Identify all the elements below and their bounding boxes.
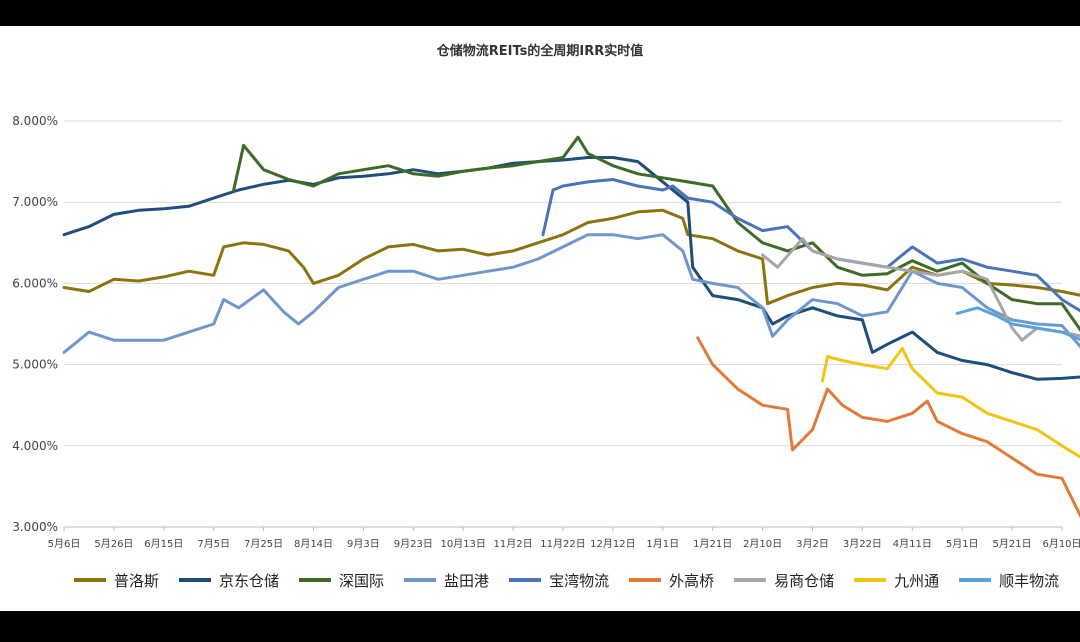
x-tick-label: 8月14日 [294,538,333,550]
legend-item-5: 外高桥 [629,570,714,591]
x-tick-label: 11月2日 [494,538,533,550]
x-tick-label: 9月3日 [347,538,380,550]
y-tick-label: 8.000% [12,114,58,128]
legend-item-2: 深国际 [299,570,384,591]
x-tick-label: 2月10日 [743,538,782,550]
legend-swatch [509,578,542,582]
x-tick-label: 12月12日 [590,538,635,550]
legend-swatch [299,578,332,582]
legend-label: 九州通 [894,571,940,590]
x-tick-label: 7月5日 [197,538,230,550]
legend-item-0: 普洛斯 [74,570,159,591]
x-tick-label: 3月2日 [796,538,829,550]
series-line-2 [232,135,1080,332]
series-line-0 [62,208,1080,306]
series-line-1 [62,156,1080,381]
legend-label: 京东仓储 [219,571,280,590]
legend-item-8: 顺丰物流 [959,570,1059,591]
legend-item-3: 盐田港 [404,570,489,591]
x-tick-label: 7月25日 [244,538,283,550]
x-tick-label: 3月22日 [843,538,882,550]
x-tick-label: 5月1日 [946,538,979,550]
legend-item-6: 易商仓储 [734,570,834,591]
series-line-3 [62,233,1080,354]
y-tick-label: 3.000% [12,520,58,534]
x-tick-label: 5月6日 [48,538,81,550]
chart-title: 仓储物流REITs的全周期IRR实时值 [436,44,644,59]
legend-item-4: 宝湾物流 [509,570,609,591]
series-line-5 [696,336,1080,519]
x-tick-label: 5月26日 [94,538,133,550]
legend-label: 易商仓储 [774,571,835,590]
line-chart: 3.000% 4.000% 5.000% 6.000% 7.000% 8.000% 5月6日… [12,114,1080,550]
legend-item-1: 京东仓储 [179,570,279,591]
legend-label: 外高桥 [669,571,715,590]
legend-swatch [179,578,212,582]
legend-swatch [629,578,662,582]
legend-swatch [404,578,437,582]
legend-label: 顺丰物流 [999,571,1060,590]
legend-label: 盐田港 [444,571,490,590]
y-tick-label: 5.000% [12,358,58,372]
x-tick-label: 5月21日 [993,538,1032,550]
y-tick-label: 6.000% [12,276,58,290]
y-tick-label: 4.000% [12,439,58,453]
series-line-8 [955,306,1080,342]
legend-swatch [854,578,887,582]
x-tick-label: 1月1日 [646,538,679,550]
legend-label: 宝湾物流 [549,571,610,590]
chart-canvas: 仓储物流REITs的全周期IRR实时值 3.000% 4.000% 5.000% 6.… [0,26,1080,611]
x-tick-label: 1月21日 [693,538,732,550]
chart-legend: 普洛斯 京东仓储 深国际 盐田港 宝湾物流 外高桥 易商仓储 九州通 顺丰物流 [74,570,1079,590]
legend-swatch [734,578,767,582]
series-line-4 [541,178,1080,313]
legend-label: 普洛斯 [114,571,160,590]
legend-swatch [959,578,992,582]
x-tick-label: 9月23日 [394,538,433,550]
x-tick-label: 4月11日 [893,538,932,550]
x-tick-label: 6月10日 [1042,538,1080,550]
legend-item-7: 九州通 [854,570,939,591]
series-line-7 [821,346,1080,459]
legend-swatch [74,578,106,582]
x-tick-label: 6月15日 [144,538,183,550]
legend-label: 深国际 [339,571,385,590]
x-tick-label: 11月22日 [540,538,585,550]
x-tick-label: 10月13日 [440,538,485,550]
series-line-6 [761,237,1080,342]
y-tick-label: 7.000% [12,195,58,209]
